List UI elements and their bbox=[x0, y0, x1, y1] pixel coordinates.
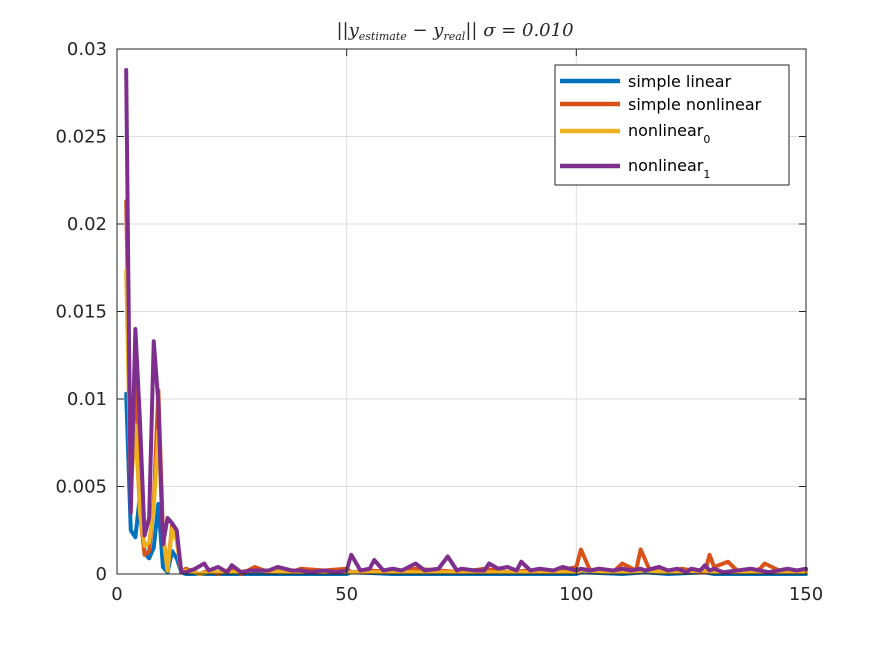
x-tick-labels: 0 50 100 150 bbox=[111, 584, 823, 605]
title-estimate-subscript: estimate bbox=[359, 30, 408, 43]
legend-label-nonlinear-0-main: nonlinear bbox=[628, 121, 704, 140]
series-line-nonlinear-1 bbox=[124, 68, 808, 575]
series-layer bbox=[124, 68, 808, 576]
legend-label-nonlinear-1: nonlinear1 bbox=[628, 156, 710, 181]
title-real-subscript: real bbox=[443, 30, 465, 43]
x-tick-label: 50 bbox=[335, 584, 358, 605]
y-tick-label: 0.03 bbox=[67, 39, 107, 60]
legend-label-simple-linear: simple linear bbox=[628, 72, 732, 91]
legend-label-nonlinear-1-main: nonlinear bbox=[628, 156, 704, 175]
title-suffix: || σ = 0.010 bbox=[465, 20, 573, 41]
x-tick-label: 100 bbox=[559, 584, 593, 605]
legend-label-nonlinear-0: nonlinear0 bbox=[628, 121, 710, 146]
y-tick-label: 0 bbox=[96, 564, 107, 585]
legend-label-simple-nonlinear: simple nonlinear bbox=[628, 95, 762, 114]
axis-ticks bbox=[116, 48, 807, 575]
y-tick-label: 0.015 bbox=[55, 302, 107, 323]
title-minus: − y bbox=[407, 20, 445, 41]
y-tick-label: 0.005 bbox=[55, 477, 107, 498]
y-tick-labels: 0 0.005 0.01 0.015 0.02 0.025 0.03 bbox=[55, 39, 107, 585]
chart-title: ||yestimate − yreal|| σ = 0.010 bbox=[336, 20, 573, 43]
x-tick-label: 150 bbox=[789, 584, 823, 605]
y-tick-label: 0.02 bbox=[67, 214, 107, 235]
legend-label-nonlinear-1-sub: 1 bbox=[703, 168, 710, 181]
legend: simple linear simple nonlinear nonlinear… bbox=[554, 64, 790, 186]
y-tick-label: 0.025 bbox=[55, 127, 107, 148]
legend-label-nonlinear-0-sub: 0 bbox=[703, 133, 710, 146]
title-prefix: ||y bbox=[336, 20, 359, 41]
x-tick-label: 0 bbox=[111, 584, 122, 605]
y-tick-label: 0.01 bbox=[67, 389, 107, 410]
